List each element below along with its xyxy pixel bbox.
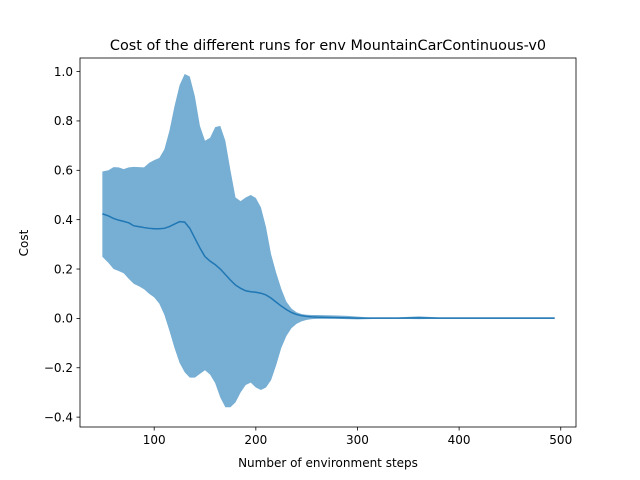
plot-area: [102, 74, 555, 408]
mean-cost-line: [102, 213, 555, 319]
y-tick-label: 0.6: [54, 164, 73, 178]
x-tick-label: 300: [346, 433, 369, 447]
x-tick-label: 200: [244, 433, 267, 447]
axes-frame: [79, 57, 577, 428]
y-tick-label: −0.2: [44, 361, 73, 375]
x-tick-label: 500: [549, 433, 572, 447]
x-tick-label: 100: [143, 433, 166, 447]
axes: 100 200 300 400 500 −0.4 −0.2 0.0 0.2 0.4 0.6 0.8 1.…: [44, 57, 577, 447]
y-tick-label: 0.0: [54, 312, 73, 326]
confidence-band: [102, 74, 555, 408]
chart-title: Cost of the different runs for env Mount…: [110, 38, 546, 54]
y-tick-label: 0.2: [54, 262, 73, 276]
y-tick-label: 1.0: [54, 65, 73, 79]
x-axis-label: Number of environment steps: [238, 456, 418, 470]
y-tick-label: 0.4: [54, 213, 73, 227]
x-tick-label: 400: [448, 433, 471, 447]
y-tick-label: 0.8: [54, 114, 73, 128]
y-tick-label: −0.4: [44, 410, 73, 424]
y-axis-label: Cost: [17, 229, 31, 256]
